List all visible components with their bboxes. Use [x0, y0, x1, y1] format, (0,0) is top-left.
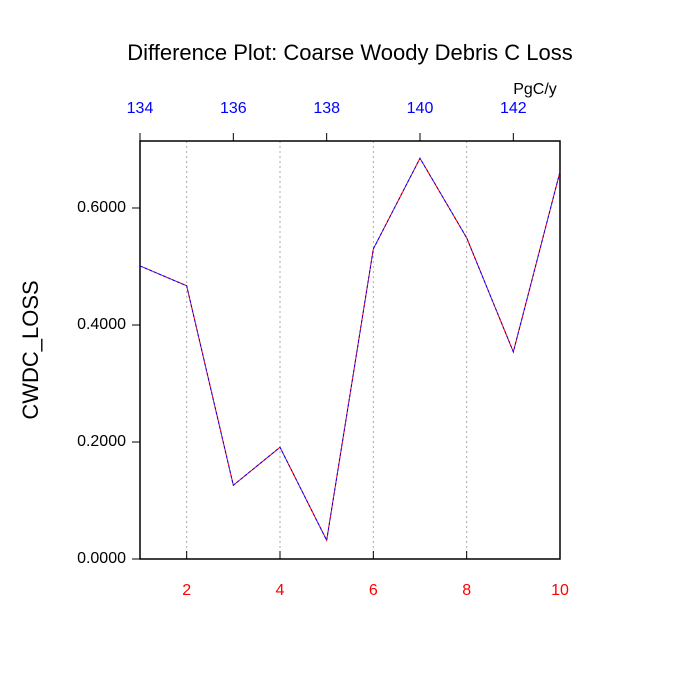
x-tick-label: 10 — [551, 582, 569, 599]
y-tick-label: 0.2000 — [77, 433, 126, 450]
x2-tick-label: 138 — [313, 100, 340, 117]
y-tick-label: 0.4000 — [77, 316, 126, 333]
plot-frame — [139, 140, 561, 560]
y-tick-label: 0.0000 — [77, 550, 126, 567]
x-tick-label: 4 — [276, 582, 285, 599]
chart-title: Difference Plot: Coarse Woody Debris C L… — [127, 40, 573, 65]
x2-axis-label: PgC/y — [513, 81, 557, 98]
x-tick-label: 2 — [182, 582, 191, 599]
x2-tick-label: 136 — [220, 100, 247, 117]
x2-tick-label: 140 — [407, 100, 434, 117]
x2-tick-label: 142 — [500, 100, 527, 117]
data-line — [139, 157, 561, 542]
x-tick-label: 8 — [462, 582, 471, 599]
data-line-under — [139, 157, 561, 542]
y-axis-label: CWDC_LOSS — [18, 280, 43, 419]
y-tick-label: 0.6000 — [77, 199, 126, 216]
x-tick-label: 6 — [369, 582, 378, 599]
x2-tick-label: 134 — [127, 100, 154, 117]
